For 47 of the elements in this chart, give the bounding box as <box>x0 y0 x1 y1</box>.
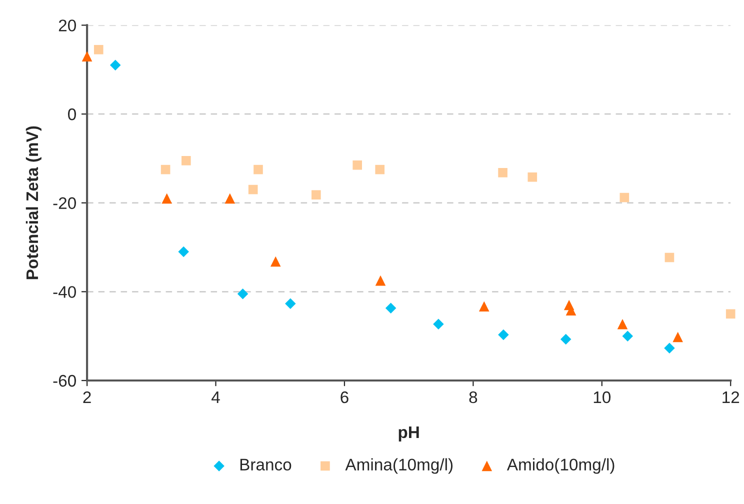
point <box>617 318 628 330</box>
legend-label: Branco <box>240 458 292 470</box>
point <box>94 44 104 54</box>
point <box>620 192 630 202</box>
point <box>672 332 683 342</box>
x-tick-label: 10 <box>594 391 611 404</box>
point <box>224 193 236 204</box>
point <box>375 275 386 286</box>
point <box>181 156 191 166</box>
y-tick-label: -60 <box>53 374 76 387</box>
point <box>560 334 572 345</box>
point <box>375 164 385 174</box>
point <box>160 164 170 174</box>
point <box>664 252 674 262</box>
point <box>110 60 121 71</box>
point <box>352 160 362 170</box>
x-tick-label: 6 <box>340 391 348 404</box>
x-tick-label: 4 <box>212 392 220 404</box>
point <box>433 318 444 330</box>
point <box>498 168 508 178</box>
point <box>622 330 634 342</box>
y-axis-title: Potencial Zeta (mV) <box>26 126 42 280</box>
point <box>82 51 92 62</box>
point <box>270 256 281 267</box>
x-tick-label: 12 <box>722 391 740 404</box>
x-tick-label: 8 <box>469 391 478 404</box>
point <box>664 342 675 354</box>
point <box>248 184 258 194</box>
point <box>726 309 736 319</box>
legend-label: Amido(10mg/l) <box>506 458 614 474</box>
y-tick-label: 20 <box>58 20 76 32</box>
point <box>498 329 509 340</box>
x-tick-label: 2 <box>83 391 91 404</box>
point <box>311 190 321 200</box>
legend-label: Amina(10mg/l) <box>345 458 453 474</box>
point <box>478 301 490 312</box>
point <box>528 172 538 182</box>
y-tick-label: 0 <box>68 108 76 120</box>
point <box>162 193 172 204</box>
point <box>285 298 296 310</box>
point <box>178 246 189 258</box>
x-axis-title: pH <box>398 426 419 442</box>
point <box>385 302 396 314</box>
point <box>237 288 248 300</box>
y-tick-label: -20 <box>53 197 76 210</box>
y-tick-label: -40 <box>53 286 76 298</box>
point <box>254 164 263 174</box>
